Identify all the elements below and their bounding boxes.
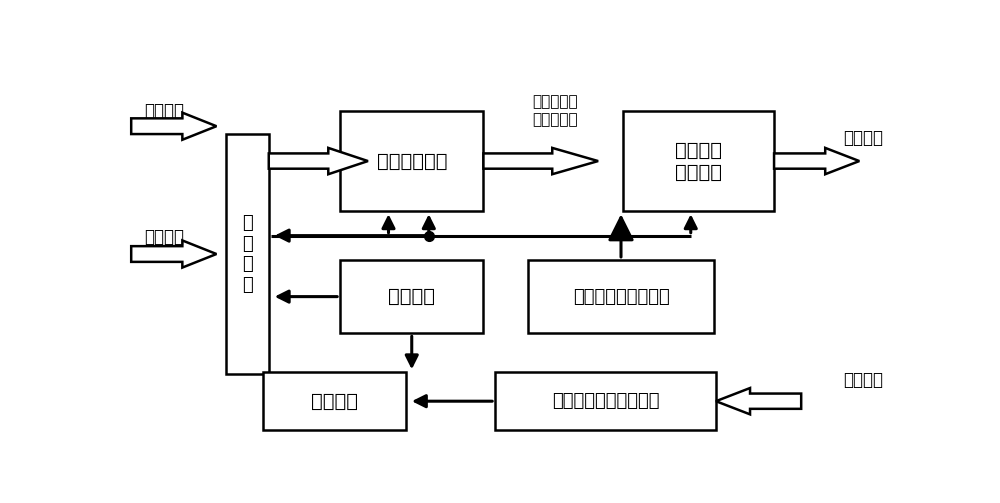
Bar xyxy=(623,111,774,211)
Bar xyxy=(340,111,483,211)
Text: 时钟与频率转换模块: 时钟与频率转换模块 xyxy=(573,288,669,306)
Text: 电流信号: 电流信号 xyxy=(144,102,184,120)
Text: 计量参量: 计量参量 xyxy=(843,129,883,147)
Text: 通讯数据: 通讯数据 xyxy=(843,371,883,389)
Text: 电压信号: 电压信号 xyxy=(144,227,184,245)
Polygon shape xyxy=(131,240,216,268)
Text: 滤
波
模
块: 滤 波 模 块 xyxy=(242,214,253,294)
Bar xyxy=(528,260,714,333)
Text: 基准模块: 基准模块 xyxy=(388,287,435,306)
Polygon shape xyxy=(774,148,859,174)
Bar xyxy=(340,260,483,333)
Text: 数字信号
处理模块: 数字信号 处理模块 xyxy=(675,140,722,182)
Bar xyxy=(263,372,406,430)
Polygon shape xyxy=(269,148,368,174)
Text: 校准寄存器及接口模块: 校准寄存器及接口模块 xyxy=(552,392,659,410)
Text: 校准模块: 校准模块 xyxy=(311,392,358,410)
Polygon shape xyxy=(131,113,216,140)
Polygon shape xyxy=(716,388,801,414)
Text: 模数转换模块: 模数转换模块 xyxy=(376,151,447,171)
Bar xyxy=(495,372,716,430)
Bar xyxy=(226,134,269,374)
Text: 电流数字量
电压数字量: 电流数字量 电压数字量 xyxy=(532,95,578,127)
Polygon shape xyxy=(483,148,598,174)
